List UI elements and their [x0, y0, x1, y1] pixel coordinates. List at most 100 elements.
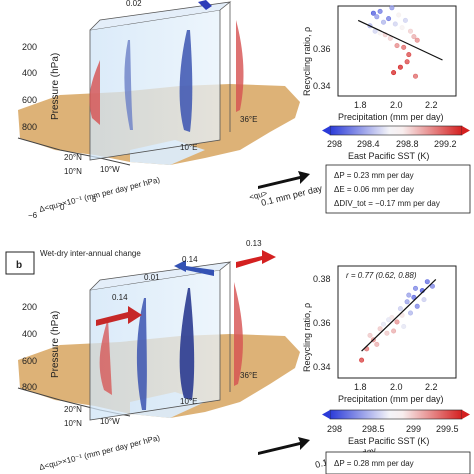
- colorbar-a-label: East Pacific SST (K): [348, 151, 429, 161]
- scatter-point: [384, 330, 390, 336]
- lon-label-b-10w: 10°W: [100, 417, 120, 426]
- scatter-point: [392, 21, 398, 27]
- pressure-tick-b-200: 200: [22, 302, 37, 312]
- scatter-point: [386, 317, 392, 323]
- scatter-b-xtick-0: 1.8: [354, 382, 367, 392]
- scatter-point: [367, 332, 373, 338]
- lon-label-a-10w: 10°W: [100, 165, 120, 174]
- scatter-a-ylabel: Recycling ratio, ρ: [302, 27, 312, 96]
- flux-value-east-b: 0.13: [246, 239, 262, 248]
- colorbar-a-right-cap: [462, 126, 470, 135]
- flux-legend-arrow-b: [258, 437, 310, 455]
- colorbar-b-tick-2: 299: [406, 424, 421, 434]
- scatter-a-xlabel: Precipitation (mm per day): [338, 112, 444, 122]
- pressure-axis-label-b: Pressure (hPa): [50, 311, 61, 378]
- colorbar-b-left-cap: [322, 410, 330, 419]
- scatter-point: [399, 25, 405, 31]
- scatter-a-xtick-2: 2.2: [425, 100, 438, 110]
- colorbar-b-tick-0: 298: [327, 424, 342, 434]
- scatter-point: [359, 357, 365, 363]
- scatter-b-ytick-0: 0.34: [313, 362, 331, 372]
- scatter-point: [404, 59, 410, 65]
- panel-b-badge: [5, 251, 35, 275]
- scatter-b-ylabel: Recycling ratio, ρ: [302, 303, 312, 372]
- scatter-point: [402, 17, 408, 23]
- pressure-tick-a-600: 600: [22, 95, 37, 105]
- panel-b-title: Wet-dry inter-annual change: [40, 249, 141, 258]
- flux-tick-a-0: −6: [28, 211, 38, 220]
- scatter-point: [401, 323, 407, 329]
- profile-west-b: [99, 318, 112, 395]
- flux-value-top-b: 0.14: [182, 255, 198, 264]
- vertical-slab-b: [89, 269, 221, 421]
- scatter-a-ytick-0: 0.34: [313, 81, 331, 91]
- scatter-point: [394, 319, 400, 325]
- colorbar-b-label: East Pacific SST (K): [348, 436, 429, 446]
- lon-label-a-10e: 10°E: [180, 143, 197, 152]
- scatter-point: [396, 12, 402, 18]
- scatter-point: [407, 28, 413, 34]
- scatter-point: [411, 294, 417, 300]
- flux-arrow-top-a: [198, 0, 212, 10]
- scatter-point: [412, 73, 418, 79]
- flux-legend-label-a: <qu>: [248, 189, 268, 202]
- scatter-b-annotation: r = 0.77 (0.62, 0.88): [346, 271, 417, 280]
- scatter-point: [411, 34, 417, 40]
- scatter-point: [404, 299, 410, 305]
- flux-value-label-a: 0.02: [126, 0, 142, 8]
- stat-b-dp: ΔP = 0.28 mm per day: [334, 459, 414, 468]
- flux-axis-label-a: Δ<qu>×10⁻¹ (mm per day per hPa): [38, 175, 161, 214]
- scatter-point: [429, 283, 435, 289]
- scatter-b-ytick-2: 0.38: [313, 274, 331, 284]
- pressure-tick-a-200: 200: [22, 42, 37, 52]
- lat-label-a-20n: 20°N: [64, 153, 82, 162]
- flux-arrow-west-b: [96, 306, 142, 326]
- scatter-point: [414, 37, 420, 43]
- flux-legend-value-a: 0.1 mm per day: [260, 183, 324, 208]
- scatter-a-frame: [337, 5, 457, 97]
- scatter-a-ytick-1: 0.36: [313, 44, 331, 54]
- scatter-b-frame: [337, 265, 457, 379]
- scatter-b-points: [359, 278, 437, 363]
- flux-value-west-b: 0.14: [112, 293, 128, 302]
- scatter-point: [397, 64, 403, 70]
- scatter-point: [389, 314, 395, 320]
- pressure-tick-a-800: 800: [22, 122, 37, 132]
- scatter-point: [380, 19, 386, 25]
- stat-a-ddiv: ΔDIV_tot = −0.17 mm per day: [334, 199, 440, 208]
- colorbar-b: 298 298.5 299 299.5 East Pacific SST (K): [322, 409, 470, 446]
- scatter-point: [399, 312, 405, 318]
- slab-top-a: [89, 1, 232, 31]
- colorbar-b-right-cap: [462, 410, 470, 419]
- scatter-point: [389, 5, 395, 11]
- scatter-b-ytick-1: 0.36: [313, 318, 331, 328]
- scatter-point: [391, 328, 397, 334]
- colorbar-b-tick-3: 299.5: [436, 424, 459, 434]
- scatter-point: [397, 306, 403, 312]
- stat-a-de: ΔE = 0.06 mm per day: [334, 185, 414, 194]
- flux-arrow-top-b: [174, 260, 214, 276]
- flux-tick-a-2: 6: [92, 195, 97, 204]
- profile-east-b: [234, 282, 243, 386]
- scatter-point: [391, 70, 397, 76]
- flux-legend-arrow-a: [258, 171, 310, 189]
- colorbar-a-bar: [329, 125, 463, 136]
- colorbar-b-bar: [329, 409, 463, 420]
- pressure-tick-b-800: 800: [22, 382, 37, 392]
- scatter-point: [421, 297, 427, 303]
- scatter-point: [401, 44, 407, 50]
- flux-arrow-east-b: [236, 250, 276, 268]
- stat-a-dp: ΔP = 0.23 mm per day: [334, 171, 414, 180]
- lon-label-a-36e: 36°E: [240, 115, 257, 124]
- scatter-point: [374, 341, 380, 347]
- pressure-tick-a-400: 400: [22, 68, 37, 78]
- pressure-tick-b-600: 600: [22, 356, 37, 366]
- scatter-b-xtick-2: 2.2: [425, 382, 438, 392]
- lon-label-b-10e: 10°E: [180, 397, 197, 406]
- regression-line: [357, 19, 443, 61]
- stats-box-b-frame: [325, 451, 471, 474]
- map-baseline-a: [17, 137, 131, 166]
- scatter-b-xlabel: Precipitation (mm per day): [338, 394, 444, 404]
- colorbar-a-tick-1: 298.4: [357, 139, 380, 149]
